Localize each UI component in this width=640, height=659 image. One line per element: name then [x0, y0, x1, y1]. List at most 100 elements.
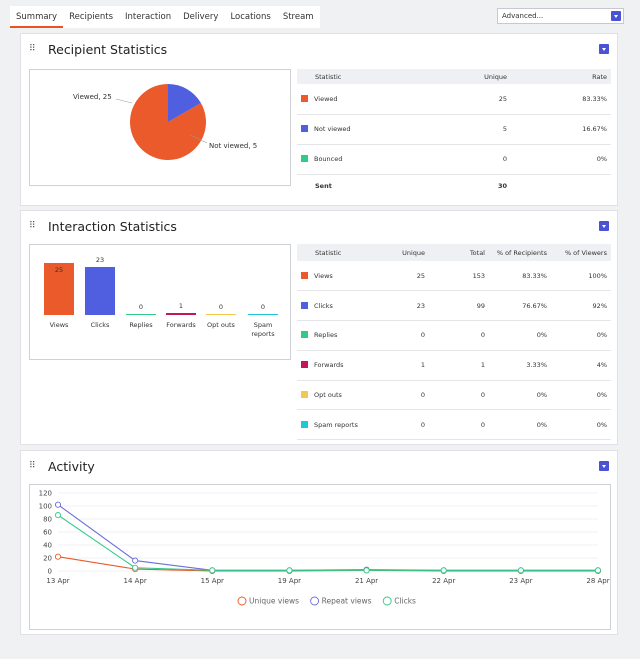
drag-handle-icon[interactable]: ⠿: [29, 221, 36, 231]
panel-menu-button[interactable]: [599, 461, 609, 471]
row-label: Replies: [314, 331, 338, 340]
bar-clicks[interactable]: [85, 267, 115, 315]
pie-svg: Viewed, 25 Not viewed, 5: [73, 84, 257, 160]
bar-value-label: 0: [260, 303, 266, 311]
data-point[interactable]: [209, 567, 216, 574]
tab-stream[interactable]: Stream: [282, 12, 314, 22]
legend-marker[interactable]: [382, 596, 392, 606]
col-header: Statistic: [297, 244, 373, 261]
legend-label[interactable]: Unique views: [249, 597, 299, 606]
row-pct-recipients: 76.67%: [489, 290, 551, 322]
legend-label[interactable]: Repeat views: [322, 597, 372, 606]
color-swatch: [301, 361, 308, 369]
row-label: Opt outs: [314, 391, 342, 400]
bar-value-label: 0: [138, 303, 144, 311]
row-total: 0: [429, 320, 489, 351]
y-tick-label: 0: [48, 568, 52, 576]
data-point[interactable]: [286, 567, 293, 574]
panel-menu-button[interactable]: [599, 44, 609, 54]
row-label: Not viewed: [314, 125, 351, 133]
row-unique: 0: [373, 409, 429, 441]
row-total: 0: [429, 380, 489, 411]
bar-value-label: 1: [178, 301, 184, 310]
row-unique: 25: [421, 84, 511, 115]
bar-value-label: 25: [54, 266, 64, 274]
bar-opt-outs[interactable]: [206, 314, 236, 315]
bar-value-label: 23: [95, 256, 105, 265]
bar-category-label: Replies: [129, 321, 153, 329]
recipient-statistics-panel: ⠿ Recipient Statistics Viewed, 25 Not vi…: [20, 33, 618, 206]
tab-recipients[interactable]: Recipients: [69, 12, 114, 22]
y-tick-label: 20: [43, 555, 52, 563]
color-swatch: [301, 420, 308, 428]
advanced-select[interactable]: Advanced...: [497, 8, 624, 24]
data-point[interactable]: [363, 567, 370, 574]
row-pct-viewers: 4%: [551, 350, 611, 381]
table-row: Views 25 153 83.33% 100%: [297, 261, 611, 292]
color-swatch: [301, 155, 308, 162]
data-point[interactable]: [594, 567, 602, 574]
x-tick-label: 21 Apr: [355, 577, 378, 585]
pie-label-viewed: Viewed, 25: [73, 93, 112, 101]
row-label: Bounced: [314, 155, 343, 163]
activity-panel: ⠿ Activity 0 20 40 60 80 100 120 13 Apr 14 Apr 15…: [20, 450, 618, 635]
recipient-stats-table: Statistic Unique Rate Viewed 25 83.33% N…: [297, 69, 611, 198]
table-total-row: Sent 30: [297, 174, 611, 198]
pie-slice-not-viewed[interactable]: [168, 84, 201, 122]
color-swatch: [301, 391, 308, 399]
color-swatch: [301, 301, 308, 309]
tab-delivery[interactable]: Delivery: [183, 12, 219, 22]
total-label: Sent: [315, 182, 332, 191]
data-point[interactable]: [517, 567, 524, 574]
tab-locations[interactable]: Locations: [230, 12, 271, 22]
panel-menu-button[interactable]: [599, 221, 609, 231]
data-point[interactable]: [54, 512, 62, 519]
row-unique: 5: [421, 114, 511, 145]
table-row: Forwards 1 1 3.33% 4%: [297, 350, 611, 381]
legend-label[interactable]: Clicks: [394, 597, 416, 606]
bar-replies[interactable]: [126, 314, 156, 315]
table-row: Spam reports 0 0 0% 0%: [297, 409, 611, 441]
interaction-statistics-panel: ⠿ Interaction Statistics 25 Views 23 Clicks…: [20, 210, 618, 445]
bar-category-label: Forwards: [166, 321, 196, 329]
row-label: Viewed: [314, 94, 338, 103]
table-row: Clicks 23 99 76.67% 92%: [297, 290, 611, 322]
pie-leader-line: [189, 134, 208, 144]
tab-interaction[interactable]: Interaction: [125, 12, 172, 22]
data-point[interactable]: [132, 557, 139, 564]
bar-views[interactable]: [44, 263, 74, 315]
x-tick-label: 19 Apr: [278, 577, 301, 585]
legend-marker[interactable]: [310, 596, 320, 606]
data-point[interactable]: [54, 501, 62, 508]
col-header: Total: [429, 244, 489, 261]
y-tick-label: 40: [43, 542, 52, 550]
tab-summary[interactable]: Summary: [10, 6, 64, 28]
row-pct-recipients: 0%: [489, 409, 551, 441]
data-point[interactable]: [440, 567, 447, 574]
row-statistic: Replies: [297, 320, 373, 351]
row-total: 99: [429, 290, 489, 322]
bar-spam-reports[interactable]: [248, 314, 278, 315]
row-rate: 83.33%: [511, 84, 611, 115]
panel-title: Activity: [48, 459, 95, 474]
bar-area: 25 Views 23 Clicks 0 Replies 1 Forwards 0 Opt out…: [30, 245, 292, 361]
row-rate: 0%: [511, 144, 611, 175]
data-point[interactable]: [132, 564, 139, 571]
drag-handle-icon[interactable]: ⠿: [29, 44, 36, 54]
drag-handle-icon[interactable]: ⠿: [29, 461, 36, 471]
row-pct-viewers: 0%: [551, 409, 611, 441]
tab-bar: Summary Recipients Interaction Delivery …: [10, 6, 320, 28]
x-tick-label: 13 Apr: [46, 577, 69, 585]
col-header: % of Recipients: [489, 244, 551, 261]
data-point[interactable]: [54, 553, 62, 560]
legend-marker[interactable]: [237, 596, 247, 606]
chevron-down-icon: [611, 11, 621, 21]
row-unique: 0: [373, 320, 429, 351]
row-pct-viewers: 92%: [551, 290, 611, 322]
row-pct-recipients: 83.33%: [489, 261, 551, 292]
bar-forwards[interactable]: [166, 312, 196, 315]
row-rate: 16.67%: [511, 114, 611, 145]
y-tick-label: 60: [43, 529, 52, 537]
table-row: Replies 0 0 0% 0%: [297, 320, 611, 351]
recipient-pie-chart: Viewed, 25 Not viewed, 5: [29, 69, 291, 186]
